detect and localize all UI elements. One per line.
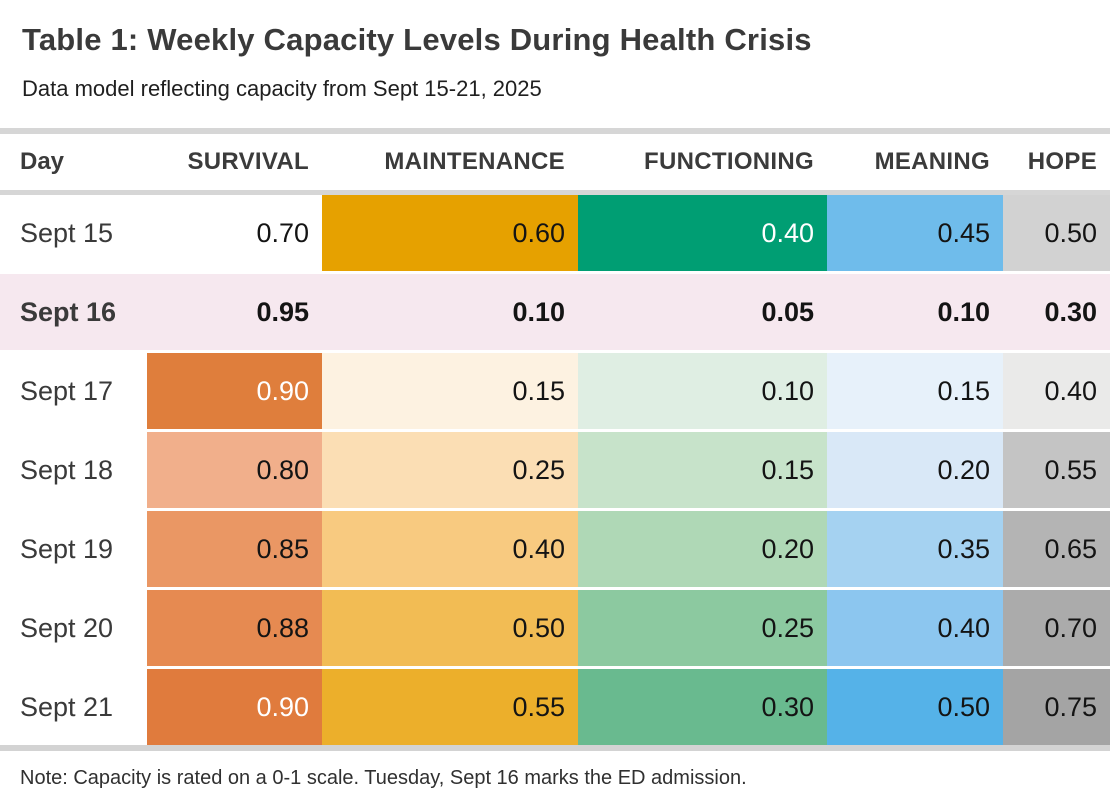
table-row: Sept 20 0.88 0.50 0.25 0.40 0.70 [0, 588, 1110, 668]
cell-functioning: 0.40 [578, 192, 827, 273]
cell-hope: 0.70 [1003, 588, 1110, 668]
cell-meaning: 0.45 [827, 192, 1003, 273]
cell-maintenance: 0.55 [322, 667, 578, 748]
cell-hope: 0.30 [1003, 272, 1110, 352]
cell-meaning: 0.10 [827, 272, 1003, 352]
day-label: Sept 21 [0, 667, 147, 748]
cell-survival: 0.90 [147, 667, 322, 748]
cell-maintenance: 0.50 [322, 588, 578, 668]
cell-hope: 0.65 [1003, 509, 1110, 589]
day-label: Sept 15 [0, 192, 147, 273]
cell-functioning: 0.30 [578, 667, 827, 748]
cell-hope: 0.50 [1003, 192, 1110, 273]
cell-hope: 0.75 [1003, 667, 1110, 748]
table-title: Table 1: Weekly Capacity Levels During H… [22, 22, 812, 57]
day-label: Sept 17 [0, 351, 147, 431]
table-subtitle: Data model reflecting capacity from Sept… [22, 76, 542, 101]
column-header-maintenance: MAINTENANCE [384, 148, 565, 175]
cell-survival: 0.85 [147, 509, 322, 589]
cell-maintenance: 0.40 [322, 509, 578, 589]
cell-maintenance: 0.10 [322, 272, 578, 352]
day-label: Sept 18 [0, 430, 147, 510]
column-header-meaning: MEANING [874, 148, 990, 175]
cell-survival: 0.88 [147, 588, 322, 668]
capacity-table: Day SURVIVAL MAINTENANCE FUNCTIONING MEANING… [0, 128, 1110, 751]
cell-functioning: 0.25 [578, 588, 827, 668]
column-header-functioning: FUNCTIONING [644, 148, 814, 175]
cell-maintenance: 0.25 [322, 430, 578, 510]
column-header-hope: HOPE [1027, 148, 1097, 175]
day-label: Sept 20 [0, 588, 147, 668]
cell-survival: 0.90 [147, 351, 322, 431]
table-row: Sept 15 0.70 0.60 0.40 0.45 0.50 [0, 192, 1110, 273]
cell-survival: 0.80 [147, 430, 322, 510]
day-label: Sept 16 [0, 272, 147, 352]
table-row: Sept 17 0.90 0.15 0.10 0.15 0.40 [0, 351, 1110, 431]
column-header-survival: SURVIVAL [187, 148, 309, 175]
cell-maintenance: 0.15 [322, 351, 578, 431]
table-header: Day SURVIVAL MAINTENANCE FUNCTIONING MEANING… [0, 131, 1110, 193]
page: Table 1: Weekly Capacity Levels During H… [0, 22, 1110, 789]
table-note: Note: Capacity is rated on a 0-1 scale. … [20, 767, 747, 789]
cell-functioning: 0.05 [578, 272, 827, 352]
table-row: Sept 19 0.85 0.40 0.20 0.35 0.65 [0, 509, 1110, 589]
cell-maintenance: 0.60 [322, 192, 578, 273]
cell-functioning: 0.10 [578, 351, 827, 431]
cell-meaning: 0.20 [827, 430, 1003, 510]
cell-meaning: 0.40 [827, 588, 1003, 668]
table-row: Sept 21 0.90 0.55 0.30 0.50 0.75 [0, 667, 1110, 748]
table-row: Sept 16 0.95 0.10 0.05 0.10 0.30 [0, 272, 1110, 352]
cell-meaning: 0.35 [827, 509, 1003, 589]
cell-meaning: 0.50 [827, 667, 1003, 748]
cell-hope: 0.55 [1003, 430, 1110, 510]
table-body: Sept 15 0.70 0.60 0.40 0.45 0.50 Sept 16 0.95 0.… [0, 192, 1110, 748]
cell-functioning: 0.15 [578, 430, 827, 510]
cell-hope: 0.40 [1003, 351, 1110, 431]
cell-meaning: 0.15 [827, 351, 1003, 431]
table-row: Sept 18 0.80 0.25 0.15 0.20 0.55 [0, 430, 1110, 510]
header-row: Day SURVIVAL MAINTENANCE FUNCTIONING MEANING… [0, 131, 1110, 193]
cell-survival: 0.95 [147, 272, 322, 352]
cell-functioning: 0.20 [578, 509, 827, 589]
day-label: Sept 19 [0, 509, 147, 589]
cell-survival: 0.70 [147, 192, 322, 273]
column-header-day: Day [20, 148, 65, 175]
